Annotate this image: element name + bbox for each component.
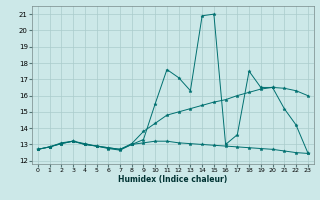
X-axis label: Humidex (Indice chaleur): Humidex (Indice chaleur) — [118, 175, 228, 184]
